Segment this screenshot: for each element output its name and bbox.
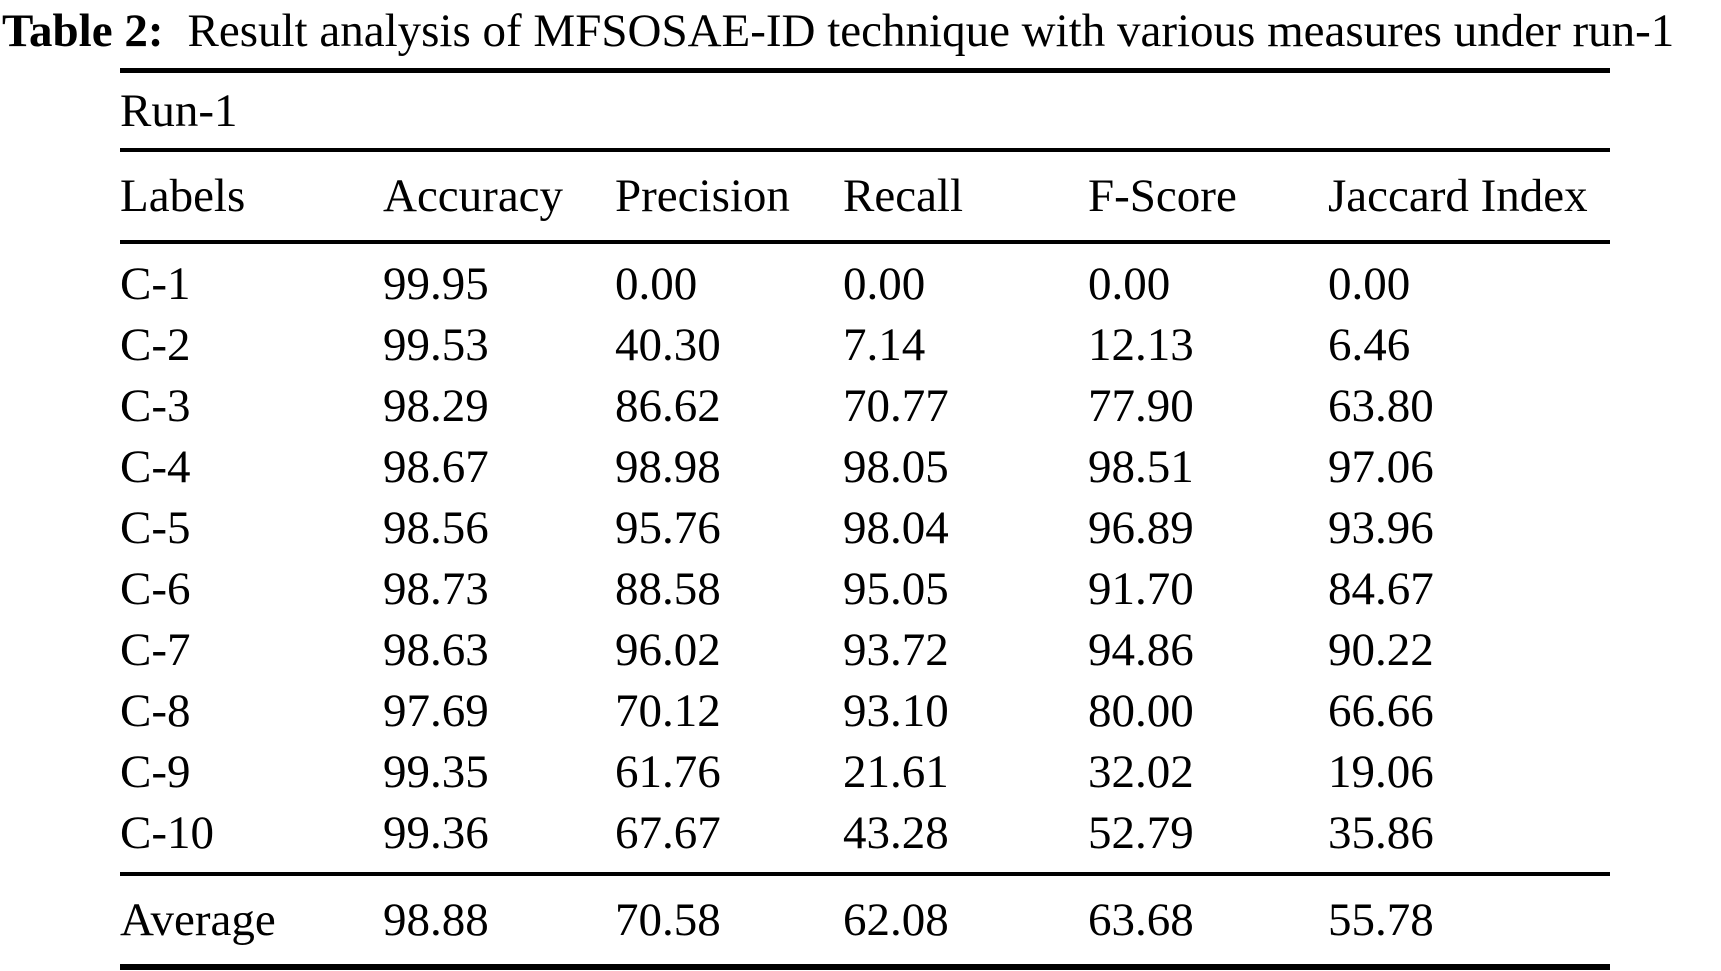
cell-value: 99.35: [383, 745, 489, 798]
cell-value: 93.10: [843, 684, 949, 737]
table-row: C-9 99.35 61.76 21.61 32.02 19.06: [120, 741, 1610, 802]
cell-value: 86.62: [615, 379, 721, 432]
row-label: C-3: [120, 379, 191, 432]
column-header: Precision: [615, 170, 790, 222]
table-row: C-1 99.95 0.00 0.00 0.00 0.00: [120, 253, 1610, 314]
cell-value: 40.30: [615, 318, 721, 371]
cell-value: 63.80: [1328, 379, 1434, 432]
average-label: Average: [120, 894, 276, 946]
cell-value: 21.61: [843, 745, 949, 798]
cell-value: 98.29: [383, 379, 489, 432]
cell-value: 99.53: [383, 318, 489, 371]
row-label: C-9: [120, 745, 191, 798]
cell-value: 61.76: [615, 745, 721, 798]
row-label: C-1: [120, 257, 191, 310]
cell-value: 98.63: [383, 623, 489, 676]
rule-top: [120, 68, 1610, 73]
rule-under-group: [120, 148, 1610, 152]
average-value: 98.88: [383, 894, 489, 946]
row-label: C-10: [120, 806, 214, 859]
cell-value: 66.66: [1328, 684, 1434, 737]
table-row: C-8 97.69 70.12 93.10 80.00 66.66: [120, 680, 1610, 741]
cell-value: 67.67: [615, 806, 721, 859]
row-label: C-6: [120, 562, 191, 615]
table-caption-text: Result analysis of MFSOSAE-ID technique …: [187, 5, 1675, 57]
cell-value: 70.77: [843, 379, 949, 432]
cell-value: 98.98: [615, 440, 721, 493]
row-label: C-5: [120, 501, 191, 554]
cell-value: 93.96: [1328, 501, 1434, 554]
cell-value: 52.79: [1088, 806, 1194, 859]
cell-value: 6.46: [1328, 318, 1411, 371]
table-row: C-3 98.29 86.62 70.77 77.90 63.80: [120, 375, 1610, 436]
cell-value: 77.90: [1088, 379, 1194, 432]
rule-above-average: [120, 872, 1610, 876]
cell-value: 0.00: [843, 257, 926, 310]
cell-value: 99.95: [383, 257, 489, 310]
cell-value: 96.89: [1088, 501, 1194, 554]
rule-bottom: [120, 964, 1610, 970]
results-table: Run-1 Labels Accuracy Precision Recall F-Sco…: [120, 68, 1610, 970]
row-label: C-4: [120, 440, 191, 493]
row-label: C-7: [120, 623, 191, 676]
table-row: C-2 99.53 40.30 7.14 12.13 6.46: [120, 314, 1610, 375]
cell-value: 99.36: [383, 806, 489, 859]
cell-value: 98.56: [383, 501, 489, 554]
average-row: Average 98.88 70.58 62.08 63.68 55.78: [120, 876, 1610, 964]
average-value: 63.68: [1088, 894, 1194, 946]
table-row: C-6 98.73 88.58 95.05 91.70 84.67: [120, 558, 1610, 619]
cell-value: 88.58: [615, 562, 721, 615]
rule-under-header: [120, 240, 1610, 244]
column-header: Jaccard Index: [1328, 170, 1588, 222]
column-header: Accuracy: [383, 170, 564, 222]
cell-value: 98.73: [383, 562, 489, 615]
cell-value: 12.13: [1088, 318, 1194, 371]
cell-value: 7.14: [843, 318, 926, 371]
cell-value: 90.22: [1328, 623, 1434, 676]
cell-value: 80.00: [1088, 684, 1194, 737]
column-header: Recall: [843, 170, 964, 222]
table-row: C-10 99.36 67.67 43.28 52.79 35.86: [120, 802, 1610, 863]
group-header: Run-1: [120, 84, 238, 137]
cell-value: 95.05: [843, 562, 949, 615]
cell-value: 70.12: [615, 684, 721, 737]
cell-value: 43.28: [843, 806, 949, 859]
cell-value: 19.06: [1328, 745, 1434, 798]
cell-value: 0.00: [1088, 257, 1171, 310]
table-body: C-1 99.95 0.00 0.00 0.00 0.00 C-2 99.53 40.30 7.1…: [120, 244, 1610, 872]
cell-value: 97.69: [383, 684, 489, 737]
average-value: 62.08: [843, 894, 949, 946]
cell-value: 0.00: [1328, 257, 1411, 310]
row-label: C-8: [120, 684, 191, 737]
row-label: C-2: [120, 318, 191, 371]
cell-value: 97.06: [1328, 440, 1434, 493]
cell-value: 32.02: [1088, 745, 1194, 798]
table-caption-number: Table 2:: [2, 5, 164, 57]
table-caption: Table 2: Result analysis of MFSOSAE-ID te…: [2, 2, 1674, 60]
cell-value: 98.04: [843, 501, 949, 554]
cell-value: 93.72: [843, 623, 949, 676]
cell-value: 95.76: [615, 501, 721, 554]
cell-value: 98.51: [1088, 440, 1194, 493]
table-row: C-4 98.67 98.98 98.05 98.51 97.06: [120, 436, 1610, 497]
cell-value: 96.02: [615, 623, 721, 676]
table-row: C-5 98.56 95.76 98.04 96.89 93.96: [120, 497, 1610, 558]
average-value: 55.78: [1328, 894, 1434, 946]
header-row: Labels Accuracy Precision Recall F-Score Jacc…: [120, 152, 1610, 240]
cell-value: 84.67: [1328, 562, 1434, 615]
cell-value: 91.70: [1088, 562, 1194, 615]
cell-value: 98.05: [843, 440, 949, 493]
cell-value: 98.67: [383, 440, 489, 493]
average-value: 70.58: [615, 894, 721, 946]
cell-value: 94.86: [1088, 623, 1194, 676]
column-header: Labels: [120, 170, 246, 222]
column-header: F-Score: [1088, 170, 1237, 222]
table-row: C-7 98.63 96.02 93.72 94.86 90.22: [120, 619, 1610, 680]
cell-value: 35.86: [1328, 806, 1434, 859]
group-header-row: Run-1: [120, 73, 1610, 148]
cell-value: 0.00: [615, 257, 698, 310]
